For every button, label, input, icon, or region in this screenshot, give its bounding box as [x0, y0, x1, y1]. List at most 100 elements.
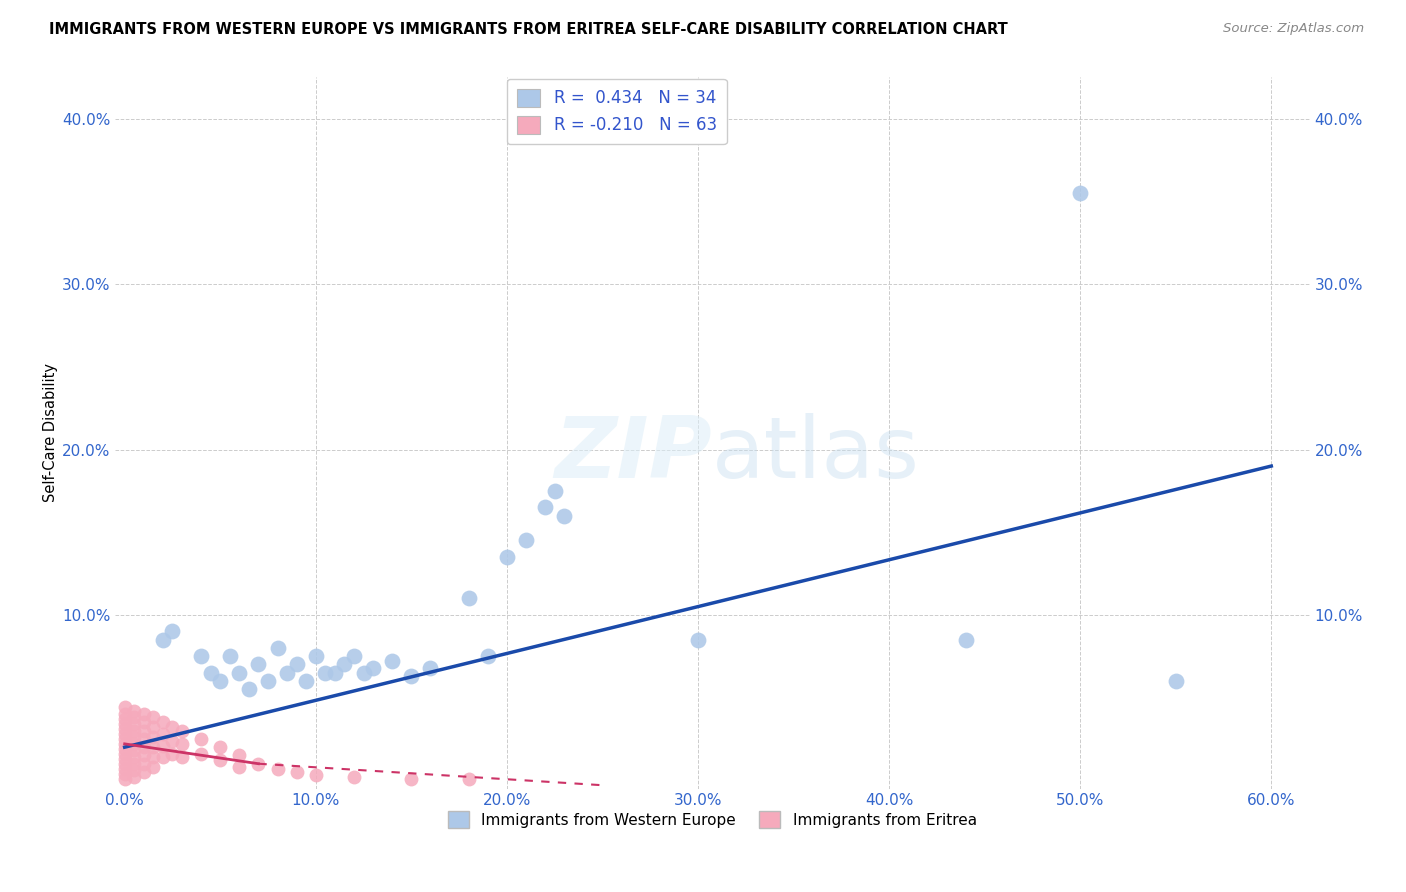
Point	[122, 717, 145, 731]
Point	[142, 720, 165, 734]
Point	[314, 665, 336, 680]
Point	[305, 649, 328, 664]
Point	[132, 707, 155, 722]
Point	[353, 665, 375, 680]
Point	[295, 673, 318, 688]
Point	[152, 727, 174, 741]
Point	[114, 722, 136, 736]
Point	[142, 750, 165, 764]
Point	[285, 764, 308, 779]
Point	[247, 756, 270, 771]
Point	[122, 756, 145, 771]
Point	[122, 723, 145, 738]
Point	[534, 500, 557, 515]
Point	[477, 649, 499, 664]
Point	[686, 632, 709, 647]
Point	[114, 727, 136, 741]
Point	[122, 743, 145, 757]
Point	[162, 733, 184, 747]
Point	[190, 747, 212, 761]
Point	[114, 700, 136, 714]
Point	[228, 748, 250, 763]
Point	[142, 710, 165, 724]
Point	[266, 762, 288, 776]
Point	[114, 731, 136, 746]
Y-axis label: Self-Care Disability: Self-Care Disability	[44, 363, 58, 502]
Point	[543, 483, 565, 498]
Text: atlas: atlas	[713, 413, 921, 496]
Point	[209, 740, 232, 755]
Point	[496, 549, 519, 564]
Point	[343, 770, 366, 784]
Point	[142, 740, 165, 755]
Point	[142, 731, 165, 745]
Point	[361, 661, 384, 675]
Point	[190, 731, 212, 746]
Point	[266, 640, 288, 655]
Text: Source: ZipAtlas.com: Source: ZipAtlas.com	[1223, 22, 1364, 36]
Point	[132, 723, 155, 738]
Point	[132, 764, 155, 779]
Point	[228, 760, 250, 774]
Point	[114, 747, 136, 761]
Point	[114, 707, 136, 722]
Point	[218, 649, 240, 664]
Point	[343, 649, 366, 664]
Point	[190, 649, 212, 664]
Point	[132, 740, 155, 755]
Point	[152, 750, 174, 764]
Point	[162, 720, 184, 734]
Legend: Immigrants from Western Europe, Immigrants from Eritrea: Immigrants from Western Europe, Immigran…	[441, 805, 983, 834]
Point	[305, 768, 328, 782]
Point	[170, 737, 193, 751]
Point	[114, 766, 136, 780]
Point	[114, 756, 136, 771]
Point	[553, 508, 575, 523]
Point	[132, 715, 155, 730]
Point	[122, 710, 145, 724]
Point	[152, 715, 174, 730]
Point	[170, 723, 193, 738]
Point	[285, 657, 308, 672]
Point	[228, 665, 250, 680]
Point	[114, 717, 136, 731]
Point	[114, 772, 136, 786]
Point	[276, 665, 298, 680]
Point	[122, 764, 145, 778]
Point	[401, 669, 423, 683]
Point	[209, 753, 232, 767]
Point	[955, 632, 977, 647]
Point	[401, 772, 423, 786]
Point	[122, 770, 145, 784]
Point	[114, 762, 136, 776]
Point	[162, 747, 184, 761]
Point	[457, 591, 479, 606]
Point	[333, 657, 356, 672]
Point	[162, 624, 184, 639]
Point	[323, 665, 346, 680]
Point	[209, 673, 232, 688]
Point	[132, 748, 155, 763]
Text: ZIP: ZIP	[555, 413, 713, 496]
Point	[114, 742, 136, 756]
Point	[122, 704, 145, 718]
Point	[419, 661, 441, 675]
Point	[114, 752, 136, 766]
Point	[247, 657, 270, 672]
Point	[122, 750, 145, 764]
Point	[457, 772, 479, 786]
Point	[122, 737, 145, 751]
Point	[152, 632, 174, 647]
Text: IMMIGRANTS FROM WESTERN EUROPE VS IMMIGRANTS FROM ERITREA SELF-CARE DISABILITY C: IMMIGRANTS FROM WESTERN EUROPE VS IMMIGR…	[49, 22, 1008, 37]
Point	[132, 731, 155, 746]
Point	[114, 712, 136, 726]
Point	[114, 737, 136, 751]
Point	[152, 739, 174, 753]
Point	[170, 750, 193, 764]
Point	[122, 731, 145, 745]
Point	[515, 533, 537, 548]
Point	[381, 654, 404, 668]
Point	[238, 682, 260, 697]
Point	[132, 756, 155, 771]
Point	[257, 673, 280, 688]
